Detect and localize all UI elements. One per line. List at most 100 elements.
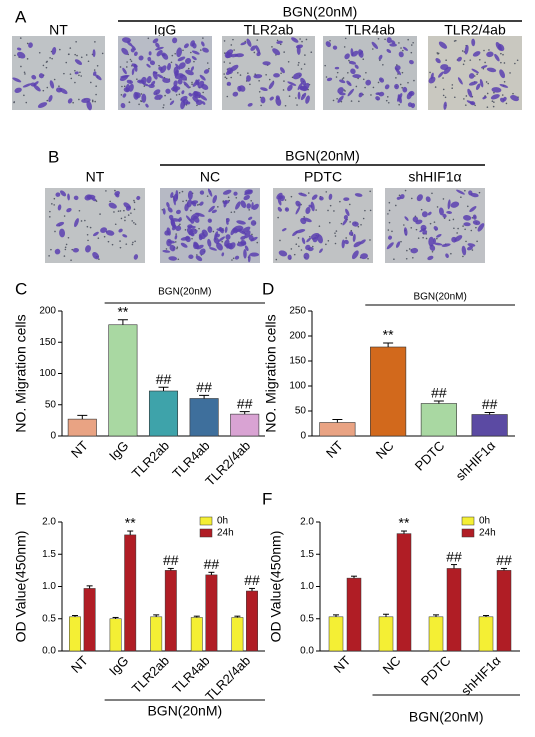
cell — [384, 84, 390, 90]
cell — [299, 86, 304, 91]
cell — [174, 73, 184, 80]
pore — [63, 255, 66, 257]
pore — [297, 64, 300, 66]
pore — [347, 71, 349, 74]
legend-label: 0h — [217, 516, 228, 527]
cell — [218, 236, 226, 242]
y-tick-label: 1.0 — [300, 581, 314, 592]
pore — [329, 39, 331, 42]
pore — [401, 86, 403, 89]
pore — [259, 96, 262, 99]
bar — [428, 616, 444, 652]
pore — [436, 52, 439, 54]
pore — [388, 221, 391, 224]
pore — [78, 98, 80, 101]
pore — [14, 54, 16, 57]
cell — [389, 43, 397, 47]
cell — [410, 247, 419, 254]
cell — [186, 227, 194, 236]
cell — [176, 209, 181, 215]
pore — [191, 83, 193, 86]
cell — [467, 243, 476, 247]
cell — [187, 225, 196, 229]
bar — [471, 414, 508, 437]
pore — [350, 229, 353, 232]
cell — [391, 40, 396, 45]
pore — [300, 249, 303, 251]
pore — [176, 247, 178, 250]
pore — [113, 211, 115, 213]
pore — [429, 222, 432, 225]
panel-label: F — [262, 489, 272, 508]
micrograph — [118, 36, 212, 110]
pore — [109, 200, 111, 203]
micrograph — [222, 36, 315, 110]
cell — [235, 53, 245, 58]
pore — [431, 250, 434, 253]
pore — [501, 94, 504, 96]
pore — [395, 77, 397, 79]
cell — [85, 245, 91, 253]
pore — [453, 96, 456, 99]
pore — [385, 99, 388, 102]
cell — [218, 226, 224, 234]
bar — [478, 616, 494, 652]
cell — [479, 78, 484, 88]
cell — [482, 96, 487, 100]
bar — [496, 570, 512, 652]
cell — [386, 49, 392, 54]
cell — [167, 62, 172, 71]
image-label: TLR2ab — [244, 22, 294, 38]
pore — [333, 210, 335, 212]
cell — [166, 227, 171, 236]
pore — [230, 44, 233, 46]
pore — [391, 230, 393, 233]
pore — [182, 200, 184, 203]
pore — [484, 61, 486, 64]
cell — [169, 244, 176, 252]
x-tick-label: shHIF1α — [458, 653, 504, 699]
cell — [375, 96, 381, 101]
cell — [30, 82, 36, 87]
pore — [410, 227, 413, 229]
legend-label: 24h — [479, 528, 496, 539]
y-tick-label: 200 — [39, 306, 56, 317]
pore — [324, 64, 326, 67]
pore — [196, 104, 198, 107]
pore — [51, 57, 53, 60]
cell — [148, 51, 152, 56]
pore — [230, 76, 232, 79]
cell — [345, 208, 350, 217]
cell — [167, 240, 176, 244]
cell — [105, 230, 115, 236]
cell — [386, 37, 392, 44]
pore — [516, 59, 519, 62]
pore — [260, 104, 262, 107]
pore — [341, 78, 344, 80]
cell — [305, 206, 311, 214]
cell — [490, 94, 500, 100]
pore — [165, 248, 168, 250]
pore — [452, 218, 455, 221]
pore — [342, 77, 345, 79]
pore — [125, 243, 128, 245]
x-tick-label: NC — [380, 653, 404, 677]
pore — [127, 214, 130, 216]
bar — [108, 324, 138, 437]
pore — [249, 83, 251, 86]
pore — [307, 192, 310, 194]
pore — [309, 235, 311, 238]
pore — [119, 240, 121, 242]
pore — [69, 47, 72, 49]
pore — [89, 226, 92, 229]
cell — [122, 234, 128, 238]
pore — [453, 227, 455, 230]
cell — [227, 67, 234, 75]
pore — [303, 216, 305, 218]
pore — [464, 189, 466, 192]
pore — [450, 252, 452, 255]
cell — [198, 94, 208, 101]
pore — [119, 246, 122, 249]
pore — [275, 258, 278, 261]
pore — [206, 62, 209, 64]
